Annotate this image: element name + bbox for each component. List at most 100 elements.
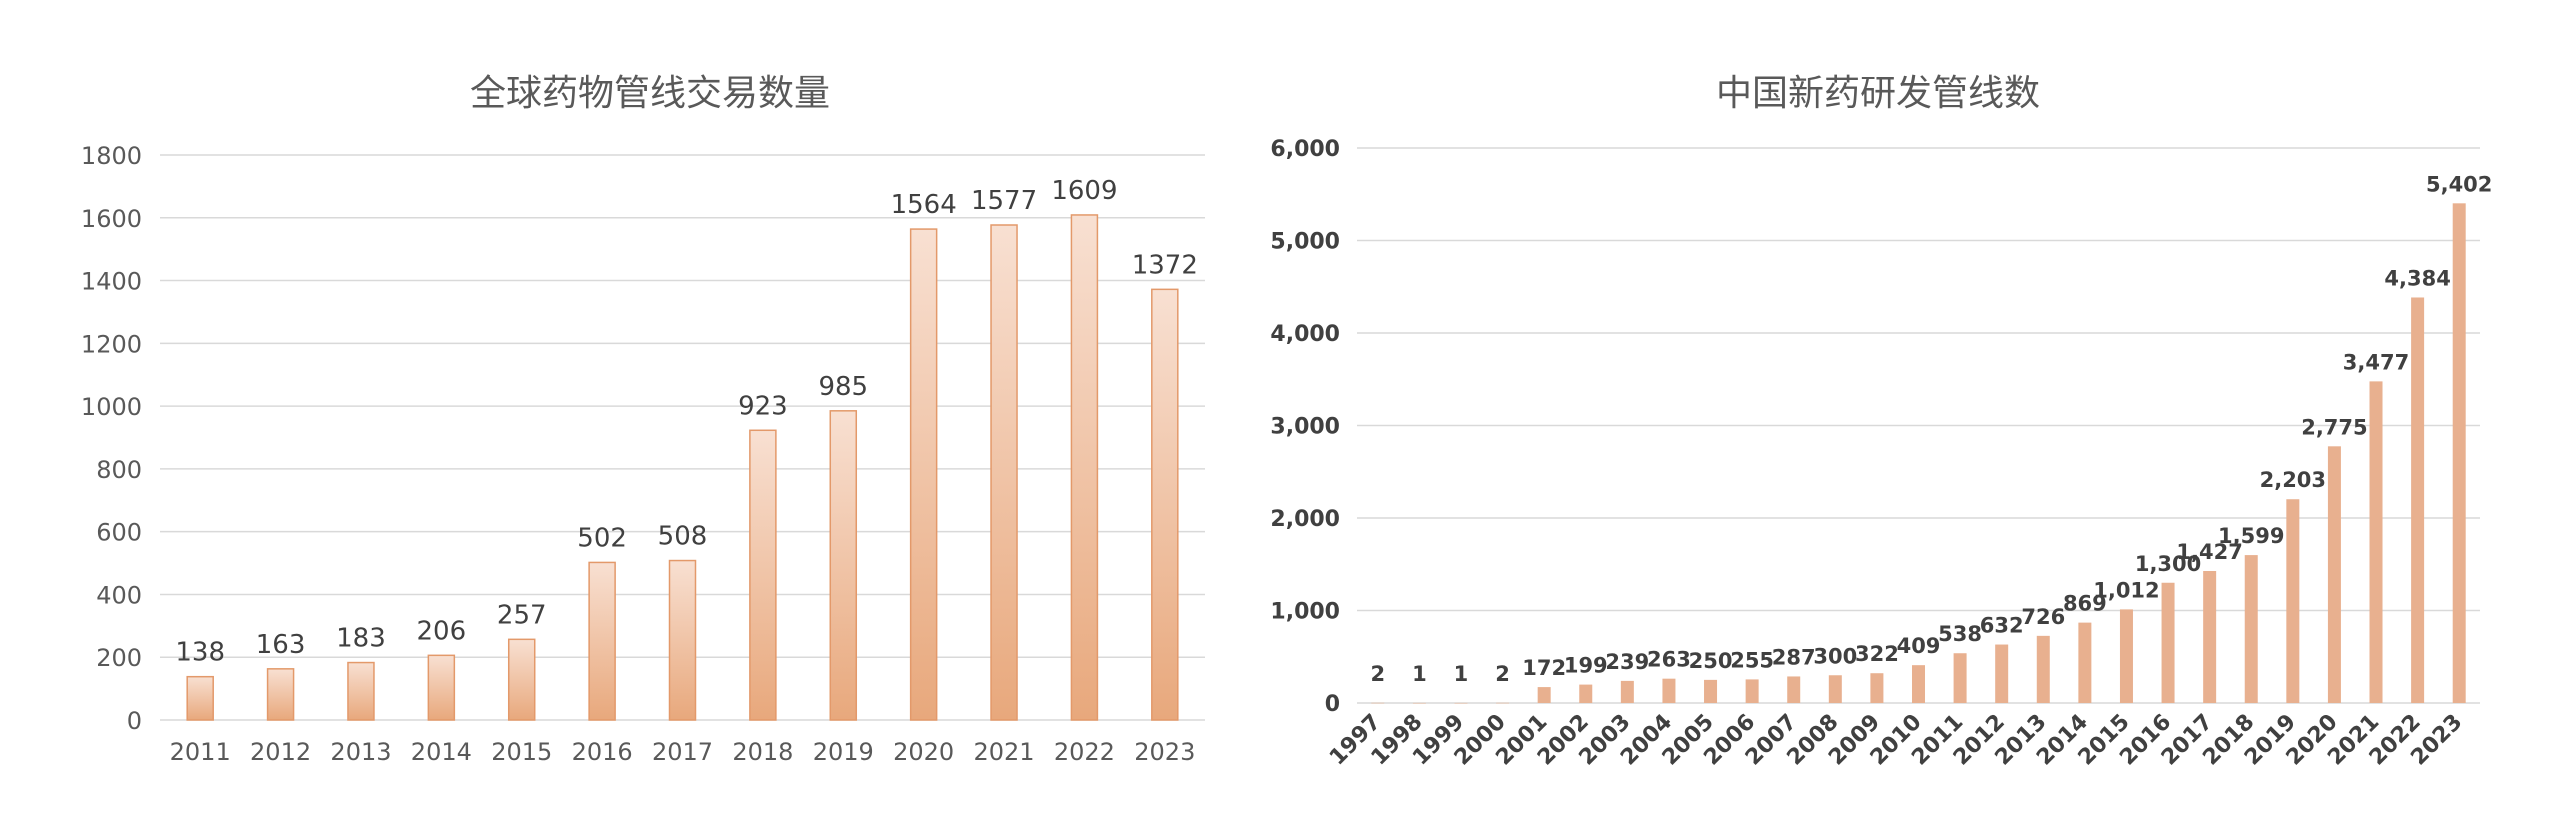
x-tick-label: 2011 bbox=[170, 738, 231, 766]
bar bbox=[2244, 555, 2258, 703]
bar bbox=[186, 675, 214, 721]
data-label: 1,427 bbox=[2176, 540, 2242, 564]
y-tick-label: 5,000 bbox=[1270, 230, 1340, 255]
bar bbox=[2161, 582, 2175, 703]
data-label: 1 bbox=[1454, 662, 1469, 686]
x-tick-label: 2019 bbox=[813, 738, 874, 766]
x-tick-label: 2021 bbox=[973, 738, 1034, 766]
data-label: 502 bbox=[577, 523, 627, 553]
data-label: 1372 bbox=[1132, 250, 1198, 280]
bar bbox=[2036, 635, 2050, 703]
bar bbox=[1454, 702, 1468, 704]
x-tick-label: 2012 bbox=[250, 738, 311, 766]
bar bbox=[909, 228, 938, 721]
y-tick-label: 2,000 bbox=[1270, 507, 1340, 532]
bar bbox=[347, 661, 375, 721]
bar bbox=[1496, 702, 1510, 704]
data-label: 183 bbox=[336, 624, 386, 654]
y-tick-label: 1000 bbox=[81, 393, 142, 421]
data-label: 322 bbox=[1855, 642, 1899, 666]
bar bbox=[2286, 499, 2300, 703]
y-tick-label: 3,000 bbox=[1270, 415, 1340, 440]
data-label: 726 bbox=[2021, 605, 2065, 629]
data-label: 1,012 bbox=[2093, 578, 2159, 602]
bar bbox=[1912, 665, 1925, 703]
y-tick-label: 4,000 bbox=[1270, 322, 1340, 347]
bar bbox=[1704, 679, 1718, 703]
bar bbox=[266, 668, 295, 721]
y-tick-label: 400 bbox=[96, 581, 142, 609]
y-tick-label: 600 bbox=[96, 519, 142, 547]
data-label: 2 bbox=[1495, 662, 1510, 686]
bar bbox=[749, 429, 777, 721]
y-tick-label: 800 bbox=[96, 456, 142, 484]
data-label: 199 bbox=[1564, 654, 1608, 678]
x-tick-label: 2017 bbox=[652, 738, 713, 766]
y-tick-label: 6,000 bbox=[1270, 137, 1340, 162]
x-tick-label: 2016 bbox=[572, 738, 633, 766]
data-label: 206 bbox=[417, 616, 467, 646]
data-label: 287 bbox=[1772, 645, 1816, 669]
data-label: 1577 bbox=[971, 186, 1037, 216]
data-label: 632 bbox=[1980, 614, 2024, 638]
bar bbox=[2452, 203, 2466, 703]
x-tick-label: 2014 bbox=[411, 738, 472, 766]
bar bbox=[990, 224, 1018, 721]
bar bbox=[427, 654, 456, 721]
x-tick-label: 2022 bbox=[1054, 738, 1115, 766]
bar bbox=[2369, 381, 2383, 703]
data-label: 538 bbox=[1938, 622, 1982, 646]
bar bbox=[1828, 675, 1842, 703]
data-label: 239 bbox=[1605, 650, 1649, 674]
y-tick-label: 1,000 bbox=[1270, 600, 1340, 625]
data-label: 172 bbox=[1522, 656, 1566, 680]
y-tick-label: 1800 bbox=[81, 142, 142, 170]
x-tick-label: 2018 bbox=[732, 738, 793, 766]
bar bbox=[1371, 702, 1385, 704]
bar bbox=[2203, 571, 2217, 703]
x-tick-label: 2023 bbox=[1134, 738, 1195, 766]
data-label: 138 bbox=[175, 638, 225, 668]
y-tick-label: 0 bbox=[127, 707, 142, 735]
y-tick-label: 0 bbox=[1325, 692, 1340, 717]
chart-title: 中国新药研发管线数 bbox=[1716, 73, 2040, 114]
data-label: 985 bbox=[818, 372, 868, 402]
bar bbox=[1870, 673, 1884, 703]
bar bbox=[1995, 644, 2009, 703]
bar bbox=[1787, 676, 1801, 703]
y-tick-label: 200 bbox=[96, 644, 142, 672]
data-label: 1564 bbox=[891, 190, 957, 220]
data-label: 2,203 bbox=[2260, 468, 2326, 492]
china-new-drug-pipeline-chart: 中国新药研发管线数 0 1,000 2,000 3,000 4,000 5,000 6,00… bbox=[1270, 73, 2492, 771]
bar bbox=[2119, 609, 2133, 703]
bar bbox=[1745, 679, 1759, 703]
bar bbox=[668, 559, 697, 721]
data-label: 250 bbox=[1689, 649, 1733, 673]
data-label: 257 bbox=[497, 600, 547, 630]
bar bbox=[1537, 687, 1551, 703]
bar bbox=[1620, 680, 1634, 703]
bar bbox=[2411, 297, 2425, 703]
data-label: 5,402 bbox=[2426, 172, 2492, 196]
data-label: 1,599 bbox=[2218, 524, 2284, 548]
data-label: 508 bbox=[658, 522, 708, 552]
y-tick-label: 1400 bbox=[81, 268, 142, 296]
data-label: 1 bbox=[1412, 662, 1427, 686]
bar bbox=[1070, 214, 1099, 721]
x-tick-label: 2013 bbox=[330, 738, 391, 766]
bar bbox=[1412, 702, 1426, 704]
x-tick-label: 2020 bbox=[893, 738, 954, 766]
data-label: 300 bbox=[1813, 644, 1857, 668]
data-label: 263 bbox=[1647, 648, 1691, 672]
right-chart-panel: 中国新药研发管线数 0 1,000 2,000 3,000 4,000 5,000 6,00… bbox=[1260, 0, 2560, 831]
bar bbox=[2327, 446, 2341, 703]
bar bbox=[2078, 622, 2092, 703]
left-chart-panel: 全球药物管线交易数量 0 200 400 600 800 1000 1200 1400 1600… bbox=[0, 0, 1260, 831]
bar bbox=[1953, 653, 1967, 703]
data-label: 923 bbox=[738, 391, 788, 421]
data-label: 409 bbox=[1897, 634, 1941, 658]
bar bbox=[1151, 288, 1179, 721]
data-label: 1,300 bbox=[2135, 552, 2201, 576]
bar bbox=[1662, 678, 1676, 703]
x-tick-label: 2015 bbox=[491, 738, 552, 766]
